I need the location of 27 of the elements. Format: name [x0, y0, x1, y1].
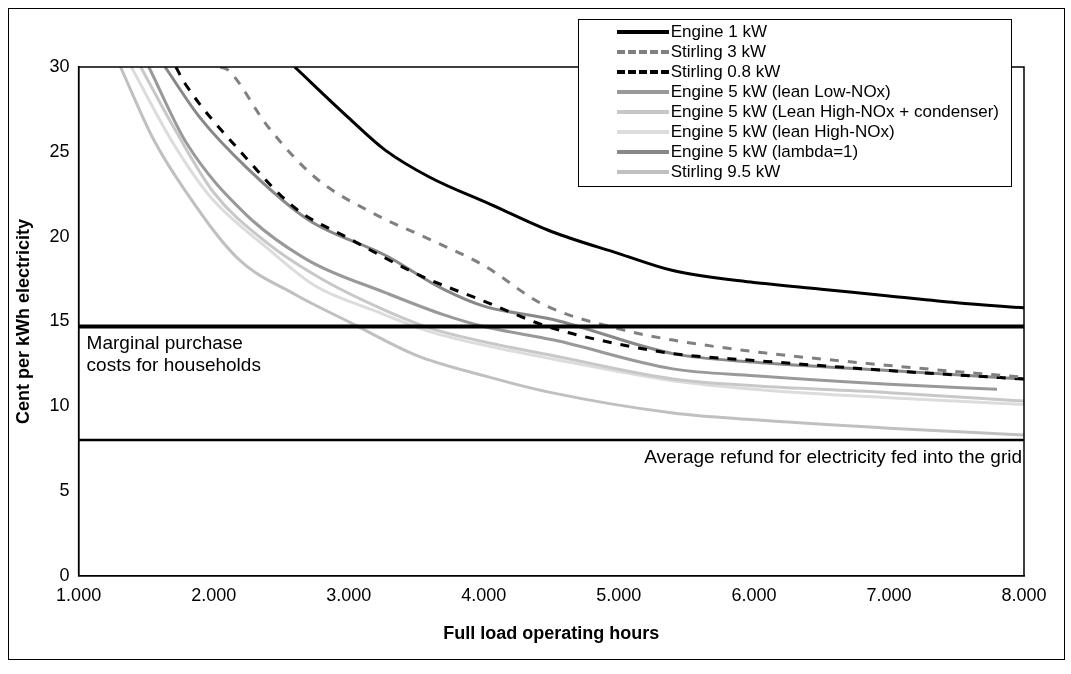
y-tick-label: 15 [49, 310, 70, 331]
y-axis-title: Cent per kWh electricity [12, 218, 33, 424]
x-tick-label: 7.000 [866, 584, 912, 605]
legend-label: Stirling 3 kW [670, 42, 767, 62]
legend-label: Engine 1 kW [670, 22, 768, 42]
legend-label: Engine 5 kW (lambda=1) [670, 142, 859, 162]
x-tick-label: 4.000 [461, 584, 507, 605]
x-axis-title: Full load operating hours [443, 623, 660, 644]
x-tick-label: 2.000 [191, 584, 237, 605]
y-tick-label: 5 [59, 479, 70, 500]
y-tick-label: 25 [49, 140, 70, 161]
x-tick-label: 1.000 [56, 584, 102, 605]
legend-label: Stirling 9.5 kW [670, 162, 781, 182]
x-tick-label: 5.000 [596, 584, 642, 605]
y-tick-label: 10 [49, 395, 70, 416]
legend-label: Engine 5 kW (lean Low-NOx) [670, 82, 891, 102]
legend-label: Stirling 0.8 kW [670, 62, 781, 82]
legend-label: Engine 5 kW (lean High-NOx) [670, 122, 895, 142]
x-tick-label: 6.000 [731, 584, 777, 605]
y-tick-label: 0 [59, 564, 70, 585]
ref-line-label: Average refund for electricity fed into the grid [644, 445, 1022, 467]
y-tick-label: 20 [49, 225, 70, 246]
x-tick-label: 8.000 [1001, 584, 1047, 605]
legend-label: Engine 5 kW (Lean High-NOx + condenser) [670, 102, 999, 122]
y-tick-label: 30 [49, 55, 70, 76]
ref-line-label: Marginal purchase costs for households [86, 332, 261, 376]
x-tick-label: 3.000 [326, 584, 372, 605]
